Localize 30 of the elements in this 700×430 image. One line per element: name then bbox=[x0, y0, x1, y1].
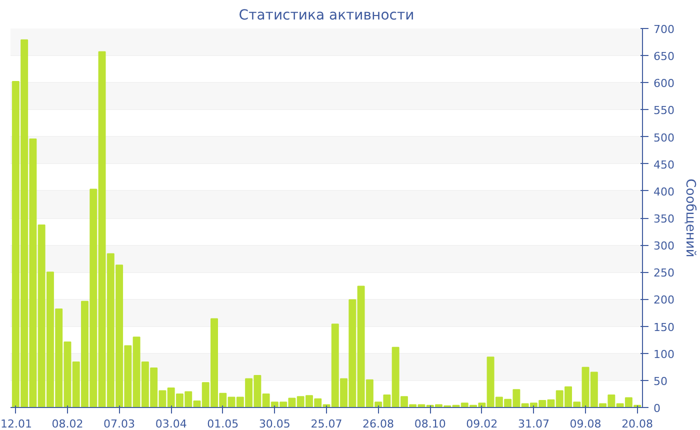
y-axis-title: Сообщений bbox=[682, 178, 698, 258]
y-tick-label: 700 bbox=[654, 23, 674, 36]
y-tick-label: 100 bbox=[654, 348, 674, 361]
x-tick-label: 26.08 bbox=[362, 418, 394, 430]
chart-title: Статистика активности bbox=[238, 8, 414, 24]
y-tick-label: 250 bbox=[654, 266, 674, 280]
y-tick-label: 150 bbox=[654, 320, 674, 334]
x-tick-label: 12.01 bbox=[0, 418, 32, 430]
x-tick-label: 09.02 bbox=[466, 418, 498, 430]
x-tick-label: 30.05 bbox=[258, 418, 290, 430]
y-tick-label: 500 bbox=[654, 131, 674, 144]
y-tick-label: 50 bbox=[654, 374, 668, 388]
y-tick-label: 400 bbox=[654, 185, 674, 198]
y-tick-label: 450 bbox=[654, 158, 674, 172]
x-tick-label: 20.08 bbox=[622, 418, 654, 430]
y-tick-label: 300 bbox=[654, 240, 674, 253]
x-tick-label: 08.02 bbox=[52, 418, 84, 430]
x-tick-label: 31.07 bbox=[518, 418, 550, 430]
y-tick-label: 550 bbox=[654, 104, 674, 118]
y-tick-label: 200 bbox=[654, 294, 674, 307]
x-tick-label: 01.05 bbox=[207, 418, 239, 430]
x-tick-label: 25.07 bbox=[310, 418, 342, 430]
y-tick-label: 650 bbox=[654, 50, 674, 64]
y-tick-label: 600 bbox=[654, 77, 674, 90]
x-tick-label: 07.03 bbox=[104, 418, 136, 430]
x-tick-label: 03.04 bbox=[155, 418, 187, 430]
y-tick-label: 350 bbox=[654, 212, 674, 226]
y-tick-label: 0 bbox=[654, 402, 660, 415]
x-tick-label: 08.10 bbox=[414, 418, 446, 430]
x-tick-label: 09.08 bbox=[570, 418, 602, 430]
